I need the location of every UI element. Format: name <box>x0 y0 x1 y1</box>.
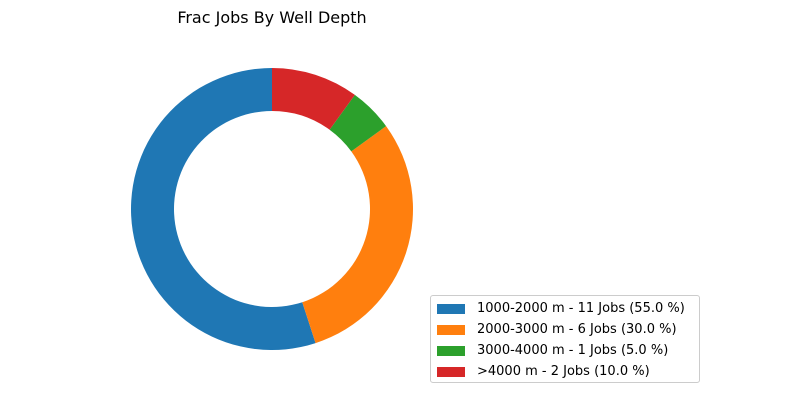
legend-label: 3000-4000 m - 1 Jobs (5.0 %) <box>477 343 669 358</box>
legend-label: 2000-3000 m - 6 Jobs (30.0 %) <box>477 322 677 337</box>
legend-label: >4000 m - 2 Jobs (10.0 %) <box>477 364 650 379</box>
legend-swatch <box>437 366 465 377</box>
legend-swatch <box>437 345 465 356</box>
legend-item: >4000 m - 2 Jobs (10.0 %) <box>437 361 699 382</box>
legend-item: 2000-3000 m - 6 Jobs (30.0 %) <box>437 319 699 340</box>
legend-swatch <box>437 303 465 314</box>
donut-slice-2 <box>302 126 413 344</box>
donut-slice-1 <box>130 68 316 351</box>
donut-slice-4 <box>272 68 355 130</box>
legend-swatch <box>437 324 465 335</box>
chart-title: Frac Jobs By Well Depth <box>177 8 367 27</box>
legend: 1000-2000 m - 11 Jobs (55.0 %) 2000-3000… <box>430 295 700 383</box>
donut-slice-3 <box>329 94 387 152</box>
legend-item: 3000-4000 m - 1 Jobs (5.0 %) <box>437 340 699 361</box>
legend-item: 1000-2000 m - 11 Jobs (55.0 %) <box>437 298 699 319</box>
legend-label: 1000-2000 m - 11 Jobs (55.0 %) <box>477 301 685 316</box>
